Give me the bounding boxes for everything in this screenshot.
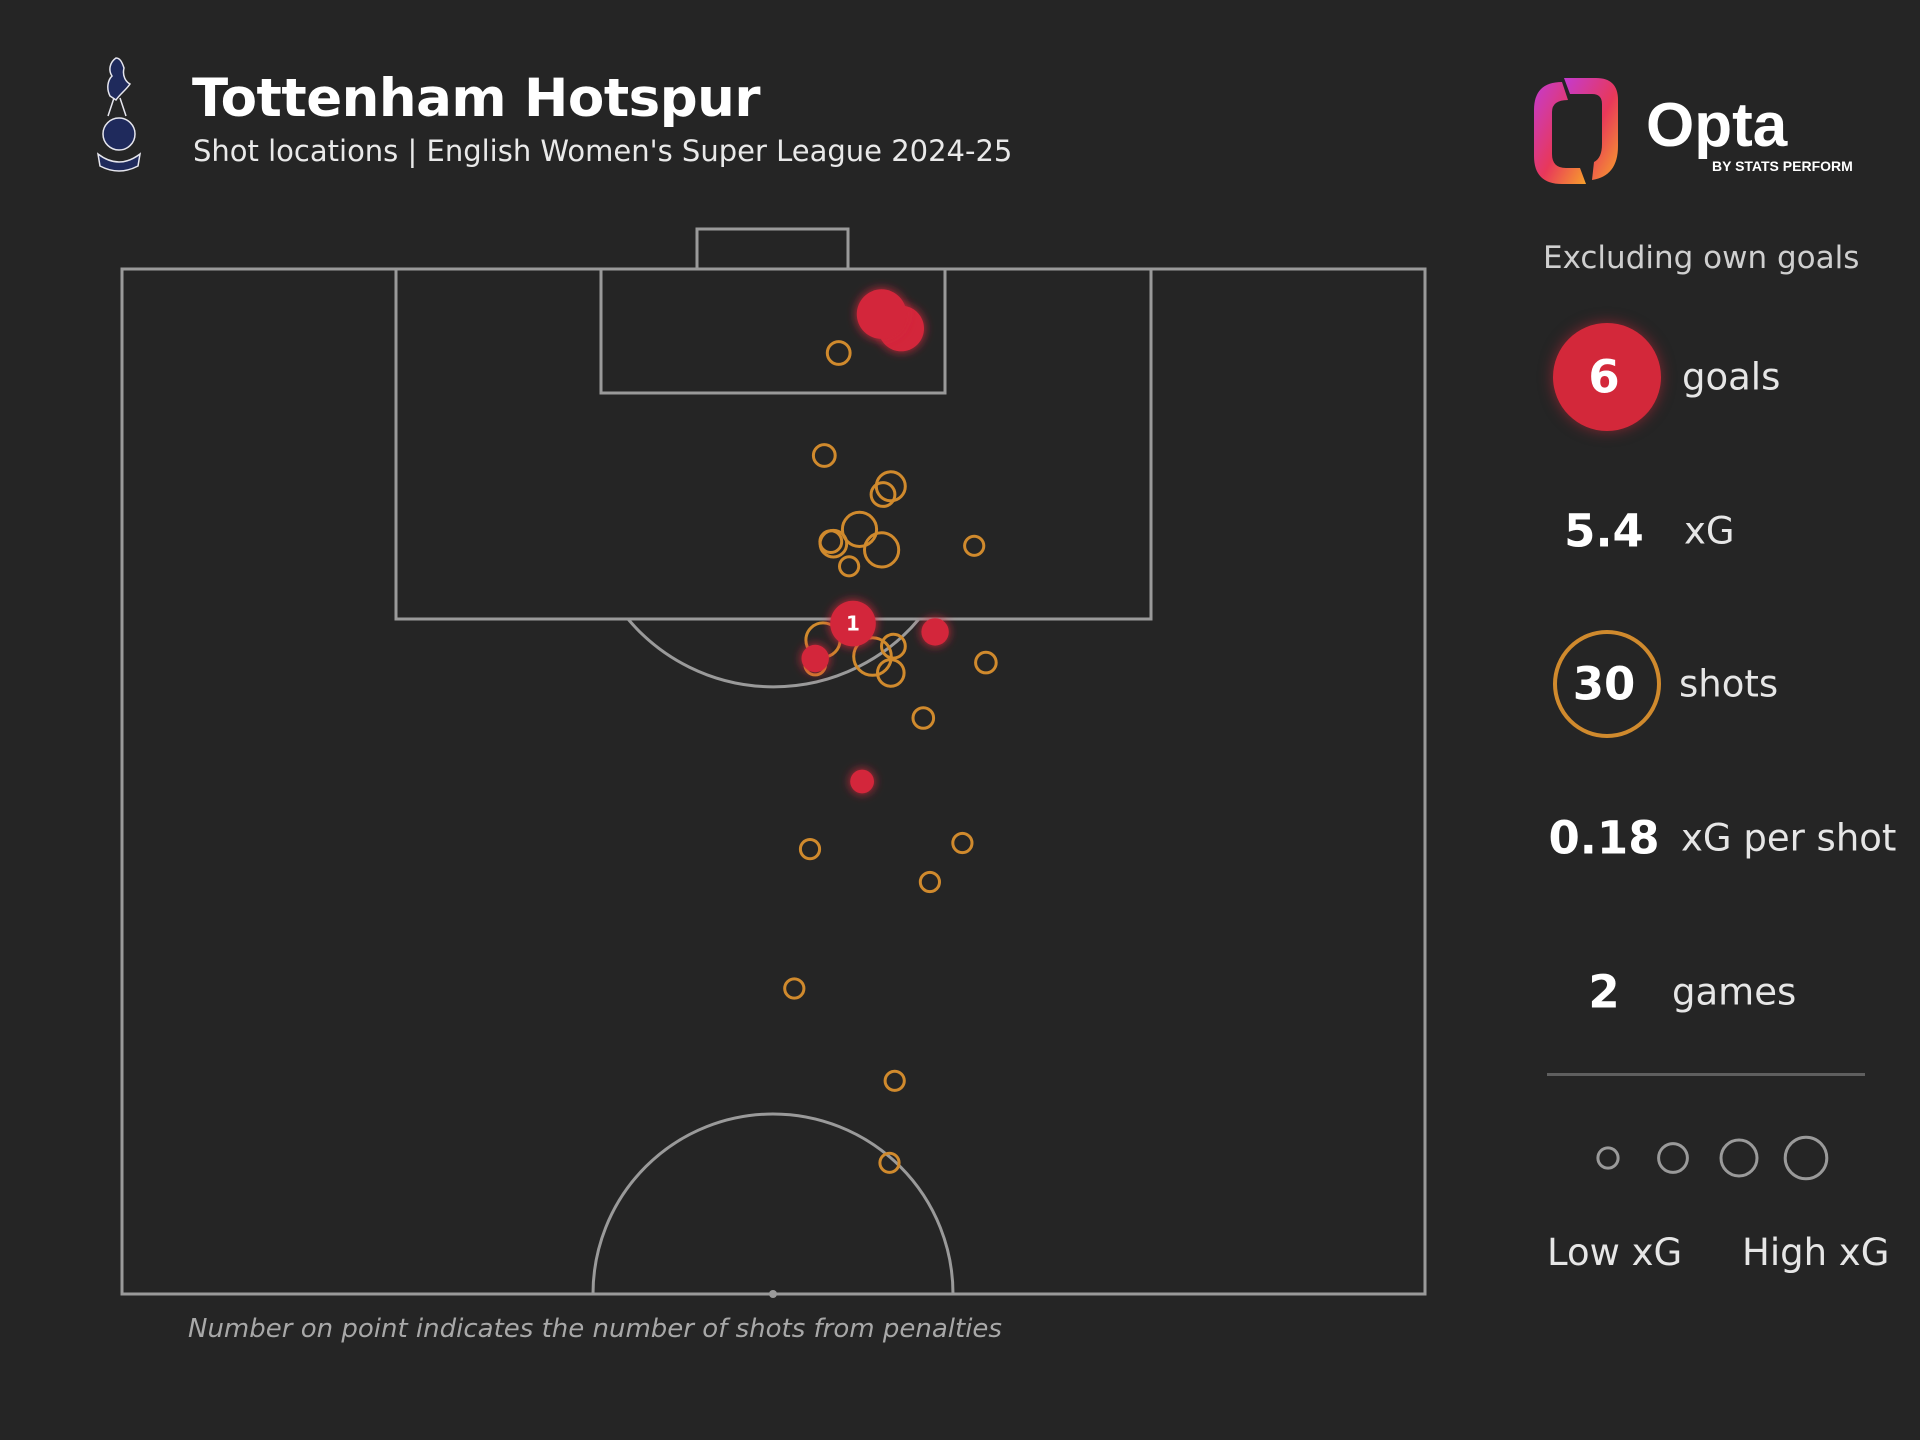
shot-marker (911, 706, 936, 730)
shots-badge (1553, 630, 1661, 738)
legend-size-circle (1657, 1142, 1689, 1174)
goal (695, 227, 850, 271)
goal-marker (921, 618, 949, 646)
goals-stat: 6 goals (1548, 322, 1920, 432)
games-value: 2 (1588, 965, 1620, 1019)
shot-marker (825, 340, 852, 366)
legend-size-circle (1783, 1135, 1829, 1181)
xg-per-shot-label: xG per shot (1681, 816, 1897, 860)
shot-marker (974, 650, 998, 675)
goal-marker (801, 644, 829, 673)
footnote: Number on point indicates the number of … (188, 1314, 1002, 1344)
opta-logo: Opta BY STATS PERFORM (1534, 78, 1853, 184)
legend-high-label: High xG (1742, 1231, 1890, 1274)
xg-per-shot-stat: 0.18 xG per shot (1548, 783, 1920, 893)
shot-marker (876, 658, 906, 688)
legend-size-circle (1596, 1146, 1620, 1170)
opta-tagline: BY STATS PERFORM (1712, 158, 1853, 174)
legend-low-label: Low xG (1547, 1231, 1683, 1274)
shot-marker (869, 481, 897, 508)
shot-marker (883, 1069, 906, 1092)
penalty-arc (626, 618, 921, 689)
penalty-box (394, 267, 1153, 621)
xg-label: xG (1684, 509, 1735, 553)
opta-wordmark: Opta (1646, 91, 1788, 160)
shot-marker (818, 529, 844, 555)
xg-value: 5.4 (1564, 504, 1644, 558)
shot-markers: 1 (783, 289, 998, 1174)
goals-badge (1553, 323, 1661, 431)
shot-marker (783, 977, 806, 1000)
games-stat: 2 games (1548, 937, 1920, 1047)
shot-marker (798, 838, 822, 861)
shots-value: 30 (1572, 657, 1636, 711)
pitch-boundary (120, 267, 1427, 1296)
cockerel-crest-icon (96, 57, 142, 172)
shots-label: shots (1679, 662, 1779, 706)
goal-marker (830, 600, 876, 647)
goals-value: 6 (1588, 350, 1620, 404)
shot-marker (878, 1151, 901, 1174)
shots-stat: 30 shots (1548, 629, 1920, 739)
games-label: games (1672, 970, 1797, 1014)
shot-marker (963, 534, 986, 557)
legend-size-circle (1719, 1138, 1759, 1178)
centre-spot (769, 1290, 777, 1298)
xg-per-shot-value: 0.18 (1548, 811, 1660, 865)
goal-marker (856, 289, 907, 339)
exclusion-note: Excluding own goals (1543, 240, 1860, 276)
xg-size-legend (1596, 1135, 1829, 1181)
shot-marker (951, 831, 974, 855)
goals-label: goals (1682, 355, 1781, 399)
penalty-count-label: 1 (846, 612, 860, 636)
shot-marker (840, 510, 879, 548)
goal-marker (850, 769, 874, 794)
shot-map-pitch: 1 (120, 227, 1427, 1298)
shot-marker (880, 632, 907, 660)
page-title: Tottenham Hotspur (192, 68, 761, 129)
panel-divider (1547, 1073, 1865, 1076)
page-subtitle: Shot locations | English Women's Super L… (193, 134, 1013, 168)
xg-stat: 5.4 xG (1548, 476, 1920, 586)
shot-marker (838, 555, 861, 578)
shot-marker (863, 531, 901, 569)
shot-marker (811, 443, 837, 468)
centre-circle (591, 1112, 955, 1295)
shot-marker (918, 870, 942, 894)
